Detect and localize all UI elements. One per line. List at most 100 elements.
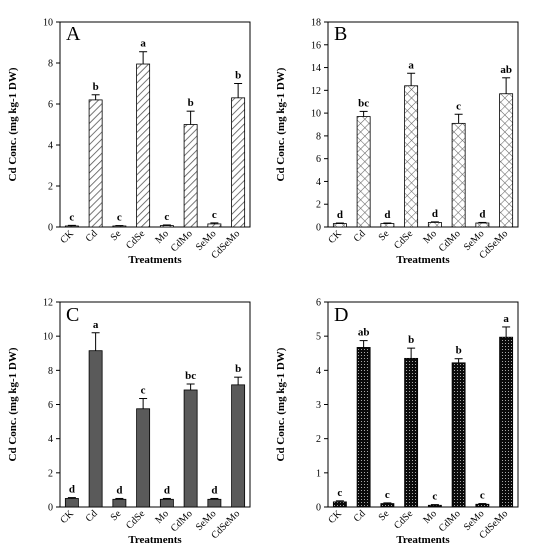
x-tick-label: CdSe — [124, 508, 147, 531]
bar-mo — [427, 504, 442, 508]
chart-panel-c: C024681012dCKaCddSecCdSedMobcCdModSeMobC… — [7, 298, 251, 546]
x-tick-label: CdSe — [124, 228, 147, 251]
y-tick-label: 18 — [311, 18, 321, 29]
y-tick-label: 16 — [311, 40, 321, 51]
significance-letter: a — [140, 38, 146, 50]
bar-cdmo — [183, 389, 198, 508]
significance-letter: ab — [358, 327, 370, 339]
x-axis-title: Treatments — [128, 534, 182, 546]
chart-panel-b: B024681012141618dCKbcCddSeaCdSedMocCdMod… — [275, 18, 519, 266]
x-tick-label: CdSe — [392, 228, 415, 251]
plot-frame — [327, 301, 519, 508]
x-axis-title: Treatments — [396, 534, 450, 546]
significance-letter: c — [212, 209, 217, 221]
significance-letter: d — [69, 484, 75, 496]
y-tick-label: 5 — [316, 332, 321, 343]
bar-cdse — [136, 408, 151, 508]
y-tick-label: 2 — [48, 468, 53, 479]
x-tick-label: Cd — [84, 508, 100, 524]
bar-cdsemo — [499, 93, 514, 228]
significance-letter: c — [385, 489, 390, 501]
x-tick-label: CK — [326, 508, 344, 526]
x-tick-label: CK — [58, 508, 76, 526]
y-tick-label: 2 — [316, 200, 321, 211]
bar-ck — [64, 498, 79, 508]
x-tick-label: Mo — [421, 508, 439, 526]
bar-cd — [88, 350, 103, 508]
panel-letter: A — [66, 23, 81, 45]
chart-panel-d: D0123456cCKabCdcSebCdSecMobCdMocSeMoaCdS… — [275, 298, 519, 546]
y-tick-label: 12 — [311, 86, 321, 97]
y-tick-label: 0 — [48, 223, 53, 234]
x-axis-title: Treatments — [396, 254, 450, 266]
y-tick-label: 8 — [48, 59, 53, 70]
y-tick-label: 8 — [316, 131, 321, 142]
y-tick-label: 3 — [316, 400, 321, 411]
significance-letter: d — [337, 209, 343, 221]
significance-letter: c — [164, 211, 169, 223]
bar-se — [380, 223, 395, 228]
x-tick-label: Se — [377, 508, 392, 523]
bar-ck — [332, 501, 347, 508]
significance-letter: b — [93, 81, 99, 93]
y-tick-label: 14 — [311, 63, 321, 74]
y-tick-label: 4 — [48, 434, 53, 445]
bar-ck — [332, 223, 347, 228]
y-tick-label: 10 — [43, 18, 53, 29]
significance-letter: b — [408, 334, 414, 346]
y-axis-title: Cd Conc. (mg kg-1 DW) — [275, 67, 287, 181]
x-tick-label: CdMo — [169, 508, 195, 534]
y-tick-label: 2 — [316, 434, 321, 445]
significance-letter: bc — [358, 97, 369, 109]
plot-frame — [59, 301, 251, 508]
bar-cdmo — [451, 122, 466, 228]
bar-semo — [475, 503, 490, 508]
x-tick-label: Cd — [352, 508, 368, 524]
bar-semo — [207, 498, 222, 508]
y-tick-label: 6 — [316, 154, 321, 165]
bar-cdse — [136, 63, 151, 228]
y-tick-label: 0 — [48, 503, 53, 514]
bar-cdmo — [451, 362, 466, 508]
y-tick-label: 2 — [48, 182, 53, 193]
x-tick-label: CdMo — [169, 228, 195, 254]
bar-cdse — [404, 357, 419, 508]
significance-letter: d — [384, 209, 390, 221]
y-tick-label: 4 — [316, 366, 321, 377]
bar-cd — [356, 116, 371, 228]
bar-ck — [64, 225, 79, 228]
bar-cdsemo — [231, 384, 246, 508]
x-tick-label: CdSe — [392, 508, 415, 531]
y-axis-title: Cd Conc. (mg kg-1 DW) — [7, 67, 19, 181]
significance-letter: b — [235, 363, 241, 375]
significance-letter: a — [503, 313, 509, 325]
y-axis-title: Cd Conc. (mg kg-1 DW) — [7, 347, 19, 461]
significance-letter: d — [479, 208, 485, 220]
x-tick-label: Se — [377, 228, 392, 243]
y-tick-label: 4 — [48, 141, 53, 152]
bar-cdsemo — [499, 336, 514, 508]
bar-mo — [427, 222, 442, 228]
x-tick-label: Mo — [153, 228, 171, 246]
significance-letter: b — [456, 345, 462, 357]
bar-se — [112, 225, 127, 228]
bar-mo — [159, 225, 174, 228]
significance-letter: d — [164, 484, 170, 496]
significance-letter: a — [93, 319, 99, 331]
y-tick-label: 6 — [48, 100, 53, 111]
significance-letter: d — [432, 208, 438, 220]
x-tick-label: Cd — [352, 228, 368, 244]
bar-cd — [88, 99, 103, 228]
x-tick-label: CK — [326, 228, 344, 246]
y-tick-label: 0 — [316, 503, 321, 514]
y-tick-label: 8 — [48, 366, 53, 377]
significance-letter: bc — [185, 370, 196, 382]
x-axis-title: Treatments — [128, 254, 182, 266]
bar-cdsemo — [231, 97, 246, 228]
bar-semo — [207, 223, 222, 228]
x-tick-label: Mo — [153, 508, 171, 526]
significance-letter: c — [432, 491, 437, 503]
significance-letter: c — [117, 212, 122, 224]
bar-cd — [356, 347, 371, 508]
